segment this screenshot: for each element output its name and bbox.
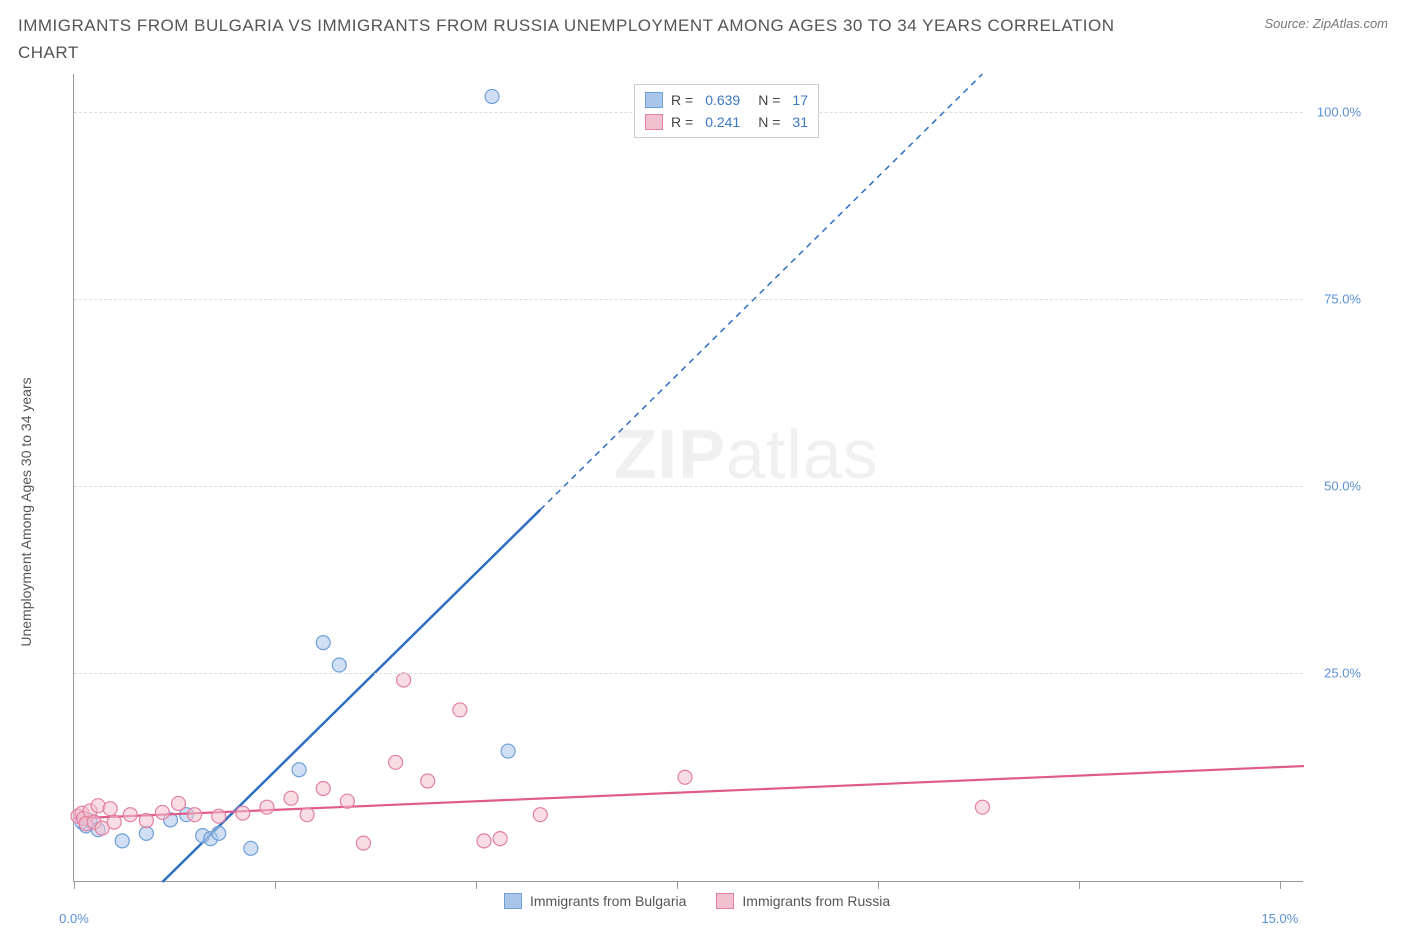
data-point [212,810,226,824]
legend-n-label: N = [758,92,780,108]
x-tick [74,881,75,889]
legend-swatch [504,893,522,909]
data-point [389,756,403,770]
chart-svg [74,74,1304,882]
data-point [533,808,547,822]
y-tick-label: 75.0% [1324,291,1361,306]
x-tick [275,881,276,889]
data-point [139,814,153,828]
legend-swatch [716,893,734,909]
legend-n-value: 17 [792,92,808,108]
data-point [292,763,306,777]
legend-r-value: 0.241 [705,114,740,130]
x-tick [878,881,879,889]
data-point [477,834,491,848]
data-point [493,832,507,846]
data-point [244,842,258,856]
x-tick-label: 15.0% [1261,911,1298,926]
chart-title: IMMIGRANTS FROM BULGARIA VS IMMIGRANTS F… [18,12,1118,66]
data-point [115,834,129,848]
data-point [485,90,499,104]
legend-series-label: Immigrants from Russia [742,893,890,909]
chart-container: Unemployment Among Ages 30 to 34 years Z… [18,74,1388,934]
source-label: Source: ZipAtlas.com [1264,16,1388,31]
trend-line-dashed [540,74,982,510]
data-point [340,795,354,809]
x-tick [677,881,678,889]
data-point [107,816,121,830]
data-point [300,808,314,822]
data-point [332,658,346,672]
data-point [155,806,169,820]
data-point [172,797,186,811]
data-point [123,808,137,822]
x-tick-label: 0.0% [59,911,89,926]
data-point [501,744,515,758]
legend-r-value: 0.639 [705,92,740,108]
data-point [236,807,250,821]
legend-swatch [645,114,663,130]
x-tick [1079,881,1080,889]
legend-r-label: R = [671,92,693,108]
stats-legend: R = 0.639 N = 17 R = 0.241 N = 31 [634,84,819,138]
legend-swatch [645,92,663,108]
data-point [397,673,411,687]
legend-r-label: R = [671,114,693,130]
gridline [74,486,1303,487]
y-axis-label: Unemployment Among Ages 30 to 34 years [18,378,34,647]
data-point [139,827,153,841]
gridline [74,299,1303,300]
gridline [74,673,1303,674]
y-tick-label: 25.0% [1324,665,1361,680]
data-point [453,703,467,717]
data-point [356,836,370,850]
data-point [103,802,117,816]
legend-n-label: N = [758,114,780,130]
data-point [260,801,274,815]
legend-n-value: 31 [792,114,808,130]
legend-series-label: Immigrants from Bulgaria [530,893,686,909]
x-tick [1280,881,1281,889]
data-point [284,792,298,806]
data-point [188,808,202,822]
data-point [975,801,989,815]
data-point [212,827,226,841]
data-point [316,636,330,650]
data-point [421,774,435,788]
y-tick-label: 50.0% [1324,478,1361,493]
data-point [678,771,692,785]
y-tick-label: 100.0% [1317,104,1361,119]
plot-area: ZIPatlas 25.0%50.0%75.0%100.0%0.0%15.0%R… [73,74,1303,882]
series-legend: Immigrants from Bulgaria Immigrants from … [504,893,890,909]
data-point [316,782,330,796]
x-tick [476,881,477,889]
